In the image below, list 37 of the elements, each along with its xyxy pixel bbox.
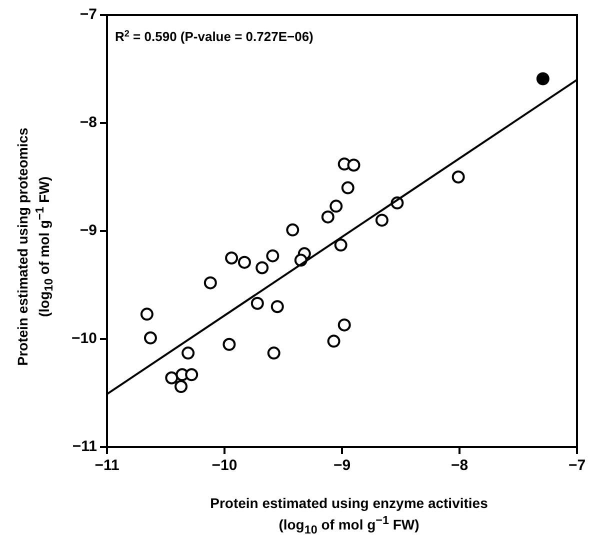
point — [347, 158, 360, 172]
point — [144, 331, 157, 344]
x-tick-label: −9 — [333, 457, 351, 474]
point — [375, 214, 388, 227]
point — [204, 276, 217, 290]
point — [536, 72, 550, 86]
x-tick-label: −11 — [94, 457, 120, 474]
point — [256, 261, 269, 274]
point — [452, 170, 465, 184]
y-tick-label: −9 — [80, 222, 97, 240]
point — [286, 223, 300, 236]
x-axis-title: Protein estimated using enzyme activities (log$_{10}$ of mol g$^{−1}$ FW) — [209, 495, 489, 535]
point — [225, 252, 238, 264]
x-tick-label: −10 — [212, 457, 238, 474]
point — [222, 338, 236, 351]
point — [341, 181, 354, 194]
y-tick-label: −7 — [80, 6, 97, 24]
point — [270, 300, 284, 314]
point — [267, 346, 280, 360]
point — [174, 380, 188, 394]
x-tick-label: −8 — [450, 457, 468, 474]
y-tick-label: −10 — [72, 330, 97, 348]
point — [140, 308, 154, 321]
x-tick-label: −7 — [568, 457, 586, 474]
point — [330, 200, 343, 213]
point — [165, 371, 178, 384]
point — [338, 318, 351, 332]
point — [250, 296, 264, 310]
y-tick-label: −8 — [80, 114, 97, 132]
point — [266, 249, 280, 262]
point — [185, 368, 198, 382]
point — [238, 256, 251, 269]
point — [182, 346, 195, 360]
point — [327, 334, 340, 348]
point — [334, 238, 348, 252]
y-tick-label: −11 — [72, 438, 97, 456]
point — [321, 210, 334, 224]
